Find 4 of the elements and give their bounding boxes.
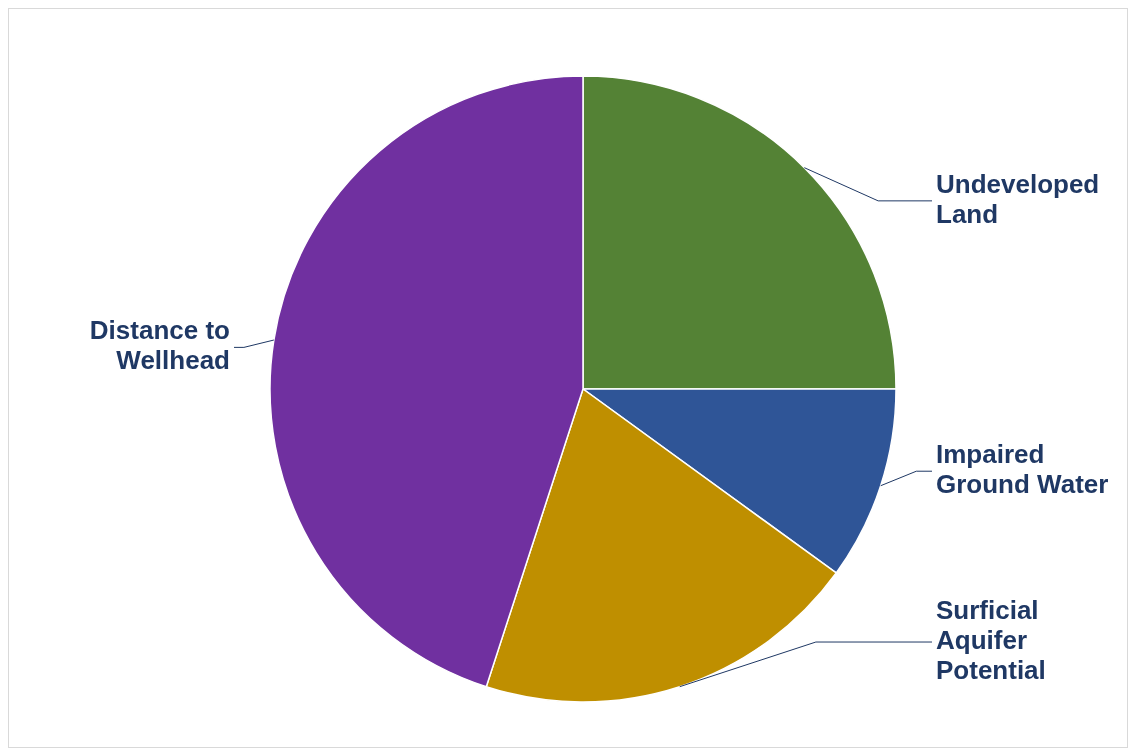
- slice-label: Impaired Ground Water: [936, 439, 1109, 500]
- slice-label: Undeveloped Land: [936, 168, 1100, 229]
- slice-label: Surficial Aquifer Potential: [936, 594, 1046, 685]
- slice-label: Distance to Wellhead: [89, 315, 230, 376]
